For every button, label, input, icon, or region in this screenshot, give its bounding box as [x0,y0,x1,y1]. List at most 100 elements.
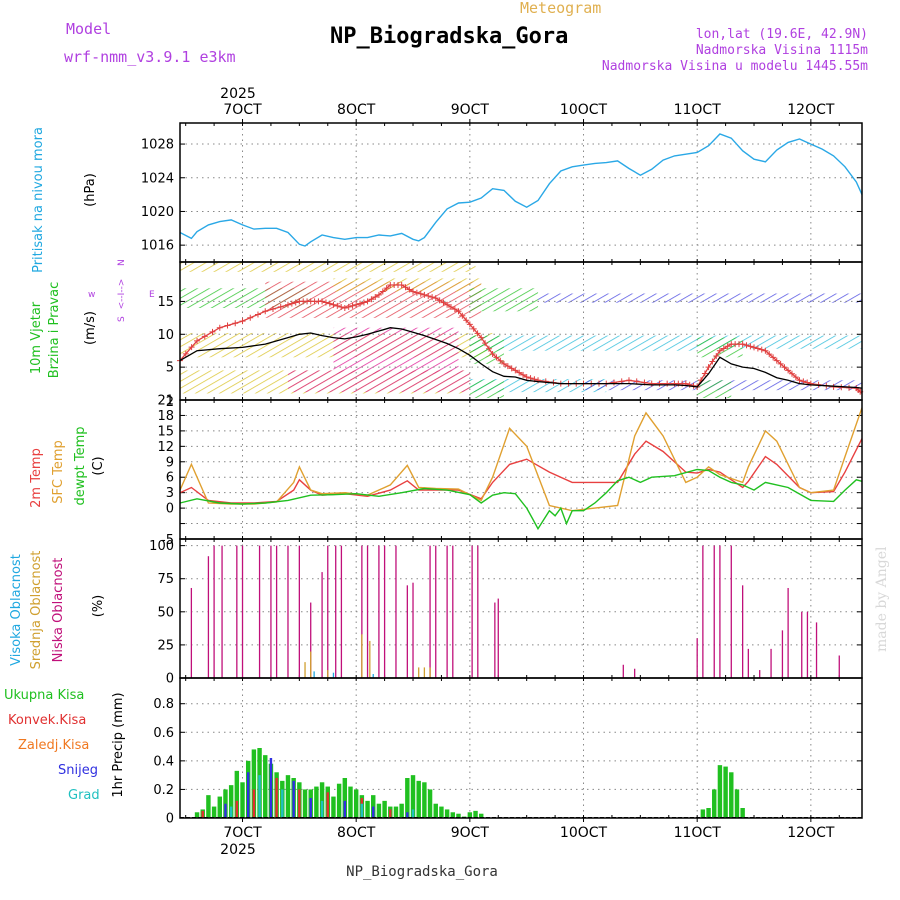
precip-bar [376,803,382,818]
wind-speed-marker [338,303,345,310]
wind-speed-marker [224,322,231,329]
pressure-ylabel: Pritisak na nivou mora [31,127,46,273]
wind-speed-marker [436,297,443,304]
ytick-label: 12 [157,440,174,455]
temp-ylabel-3: dewpt Temp [73,426,88,505]
compass-s: S [117,316,127,322]
ytick-label: 100 [149,539,174,554]
wind-speed-marker [489,351,496,357]
wind-speed-marker [792,374,799,381]
wind-speed-marker [512,367,519,374]
precip-bar [422,782,427,818]
wind-speed-marker [743,342,750,349]
compass-w: w [88,290,95,300]
precip-bar [382,800,387,818]
legend-total: Ukupna Kisa [4,688,84,703]
ytick-label: 1016 [141,239,174,254]
wind-ylabel-2: Brzina i Pravac [47,282,62,379]
precip-bar [342,778,348,818]
panels: 1016102010241028510152036912151821-50255… [141,119,864,827]
ytick-label: 18 [157,409,174,424]
panel-border [179,399,863,540]
wind-speed-marker [485,345,492,352]
wind-speed-marker [353,301,360,308]
wind-speed-marker [709,358,716,365]
model-label: Model [66,20,111,38]
wind-speed-marker [482,340,489,347]
precip-bar [405,778,410,818]
panel-border [179,677,863,819]
precip-bar [410,775,416,818]
panel-clouds: 0 25 50 75 100 [149,539,862,687]
ytick-label: 0.8 [153,697,174,712]
wind-speed-marker [425,292,432,299]
precip-bar [228,785,234,818]
wind-speed-marker [720,345,727,352]
wind-speed-marker [516,369,523,376]
bottom-tick-labels: 7OCT 8OCT 9OCT 10OCT 11OCT 12OCT [223,825,834,841]
ytick-label: 2 [166,395,174,410]
precip-bar [427,789,433,818]
precip-bar [406,812,409,818]
bottom-tick-label: 7OCT [223,825,262,841]
precip-bar [235,800,239,818]
precip-bar [263,755,268,818]
bottom-tick-label: 11OCT [674,825,722,841]
wind-barb-band [469,335,698,351]
ytick-label: 1028 [141,138,174,153]
wind-ylabels: 10m Vjetar Brzina i Pravac (m/s) w E <--… [29,259,155,378]
compass-e: E [149,290,155,300]
precip-bar [360,803,364,818]
precip-bar [723,766,728,818]
wind-speed-marker [357,300,364,307]
wind-speed-marker [375,291,382,298]
wind-speed-marker [724,343,731,350]
wind-speed-marker [379,288,386,295]
ytick-label: 3 [166,486,174,501]
model-name: wrf-nmm_v3.9.1 e3km [64,48,236,66]
wind-speed-marker [322,299,329,306]
wind-speed-marker [713,352,720,359]
wind-barb-band [333,278,482,292]
precip-bar [706,808,711,818]
compass-n: N [117,259,127,266]
precip-bar [456,813,461,818]
lonlat: lon,lat (19.6E, 42.9N) [696,27,868,42]
ytick-label: -5 [161,533,174,548]
precip-bar [224,803,227,818]
precip-bar [734,789,740,818]
cloud-ylabel-2: Srednja Oblacnost [29,551,44,670]
precip-bar [343,800,347,818]
precip-bar [444,809,450,818]
precip-ylabels: 1hr Precip (mm) Ukupna Kisa Konvek.Kisa … [4,688,126,803]
wind-speed-marker [432,295,439,302]
wind-speed-marker [188,344,195,351]
ytick-label: 0 [166,812,174,827]
wind-speed-marker [247,314,254,321]
precip-bar [320,800,324,818]
wind-speed-marker [807,380,814,387]
top-tick-label: 11OCT [674,102,722,118]
ytick-label: 25 [157,638,174,653]
wind-barb-band [333,327,459,374]
ytick-label: 9 [166,455,174,470]
wind-speed-marker [410,288,417,295]
wind-barb-band [287,370,470,393]
top-tick-labels: 7OCT 8OCT 9OCT 10OCT 11OCT 12OCT [223,102,834,118]
top-tick-label: 7OCT [223,102,262,118]
wind-barb-band [469,288,539,312]
precip-bar [319,782,325,818]
wind-speed-marker [463,317,470,324]
wind-speed-marker [447,303,454,310]
wind-barb-band [469,380,504,399]
top-tick-label: 10OCT [560,102,608,118]
wind-speed-marker [209,328,216,335]
wind-speed-marker [262,308,269,315]
wind-speed-marker [326,300,333,307]
cloud-ylabel-1: Visoka Oblacnost [9,554,24,666]
wind-speed-marker [470,325,477,332]
bottom-tick-label: 12OCT [787,825,835,841]
precip-bar [285,775,291,818]
wind-barb-band [697,380,732,399]
